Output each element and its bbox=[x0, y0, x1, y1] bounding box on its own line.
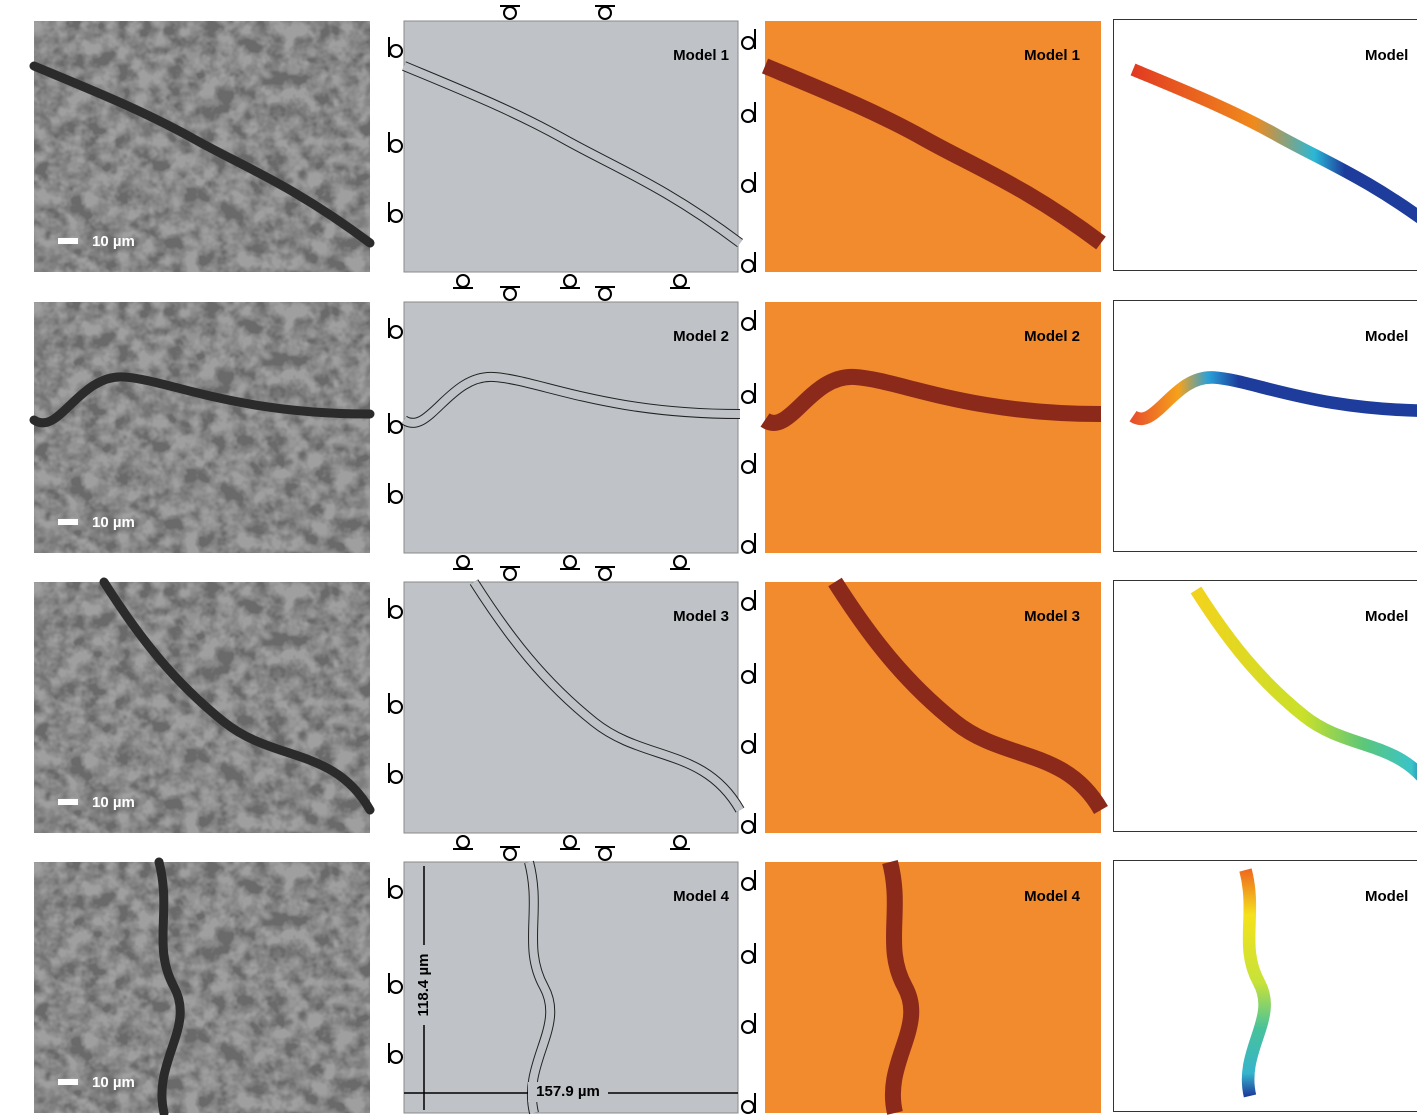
roller bbox=[674, 556, 686, 568]
roller bbox=[742, 878, 754, 890]
model-label: Model 3 bbox=[673, 608, 729, 625]
roller bbox=[457, 275, 469, 287]
mesh-model: Model 3 bbox=[404, 582, 740, 833]
field-plot: Model 3 bbox=[765, 582, 1101, 833]
roller bbox=[390, 771, 402, 783]
roller bbox=[599, 288, 611, 300]
roller bbox=[599, 568, 611, 580]
model-label: Model 3 bbox=[1024, 608, 1080, 625]
model-label: Model 4 bbox=[1024, 888, 1080, 905]
mesh-model: Model 1 bbox=[404, 21, 740, 272]
roller bbox=[742, 1101, 754, 1113]
roller bbox=[390, 981, 402, 993]
roller bbox=[390, 140, 402, 152]
roller bbox=[742, 821, 754, 833]
roller bbox=[390, 210, 402, 222]
figure: 10 µm Model 1 Model 1 Model 10 µm Model 2 Mode… bbox=[0, 0, 1417, 1115]
roller bbox=[504, 568, 516, 580]
roller bbox=[457, 556, 469, 568]
model-label: Model 1 bbox=[1024, 47, 1080, 64]
roller bbox=[742, 318, 754, 330]
sem-image: 10 µm bbox=[34, 302, 370, 553]
mesh-model: Model 4 bbox=[404, 862, 738, 1113]
sem-image: 10 µm bbox=[34, 582, 370, 833]
roller bbox=[390, 886, 402, 898]
model-label: Model bbox=[1365, 328, 1408, 345]
field-plot: Model 4 bbox=[765, 862, 1101, 1113]
result-plot: Model bbox=[1114, 301, 1417, 552]
roller bbox=[742, 598, 754, 610]
roller bbox=[564, 275, 576, 287]
sem-image: 10 µm bbox=[34, 862, 370, 1113]
roller bbox=[390, 421, 402, 433]
result-plot: Model bbox=[1114, 581, 1417, 832]
scale-label: 10 µm bbox=[92, 514, 135, 531]
model-label: Model 4 bbox=[673, 888, 729, 905]
dim-label: 157.9 µm bbox=[536, 1083, 600, 1100]
roller bbox=[742, 180, 754, 192]
roller bbox=[390, 701, 402, 713]
scale-bar bbox=[58, 1079, 78, 1085]
roller bbox=[742, 110, 754, 122]
roller bbox=[390, 1051, 402, 1063]
roller bbox=[742, 1021, 754, 1033]
model-label: Model bbox=[1365, 888, 1408, 905]
dim-label: 118.4 µm bbox=[415, 954, 432, 1017]
sem-background bbox=[34, 302, 370, 553]
roller bbox=[742, 260, 754, 272]
model-label: Model bbox=[1365, 47, 1408, 64]
roller bbox=[390, 491, 402, 503]
field-plot: Model 2 bbox=[765, 302, 1101, 553]
roller bbox=[742, 741, 754, 753]
scale-label: 10 µm bbox=[92, 1074, 135, 1091]
roller bbox=[504, 848, 516, 860]
roller bbox=[564, 556, 576, 568]
scale-label: 10 µm bbox=[92, 794, 135, 811]
roller bbox=[457, 836, 469, 848]
model-label: Model 1 bbox=[673, 47, 729, 64]
roller bbox=[742, 541, 754, 553]
roller bbox=[390, 326, 402, 338]
roller bbox=[599, 7, 611, 19]
scale-bar bbox=[58, 799, 78, 805]
roller bbox=[742, 951, 754, 963]
model-label: Model 2 bbox=[673, 328, 729, 345]
roller bbox=[674, 836, 686, 848]
roller bbox=[390, 606, 402, 618]
roller bbox=[742, 461, 754, 473]
result-plot: Model bbox=[1114, 861, 1417, 1112]
mesh-model: Model 2 bbox=[404, 302, 740, 553]
field-plot: Model 1 bbox=[765, 21, 1101, 272]
roller bbox=[742, 671, 754, 683]
result-plot: Model bbox=[1114, 20, 1417, 271]
roller bbox=[742, 391, 754, 403]
scale-bar bbox=[58, 519, 78, 525]
sem-background bbox=[34, 862, 370, 1113]
roller bbox=[742, 37, 754, 49]
roller bbox=[564, 836, 576, 848]
scale-bar bbox=[58, 238, 78, 244]
roller bbox=[390, 45, 402, 57]
model-label: Model bbox=[1365, 608, 1408, 625]
scale-label: 10 µm bbox=[92, 233, 135, 250]
roller bbox=[599, 848, 611, 860]
model-label: Model 2 bbox=[1024, 328, 1080, 345]
roller bbox=[504, 7, 516, 19]
sem-image: 10 µm bbox=[34, 21, 370, 272]
roller bbox=[504, 288, 516, 300]
roller bbox=[674, 275, 686, 287]
